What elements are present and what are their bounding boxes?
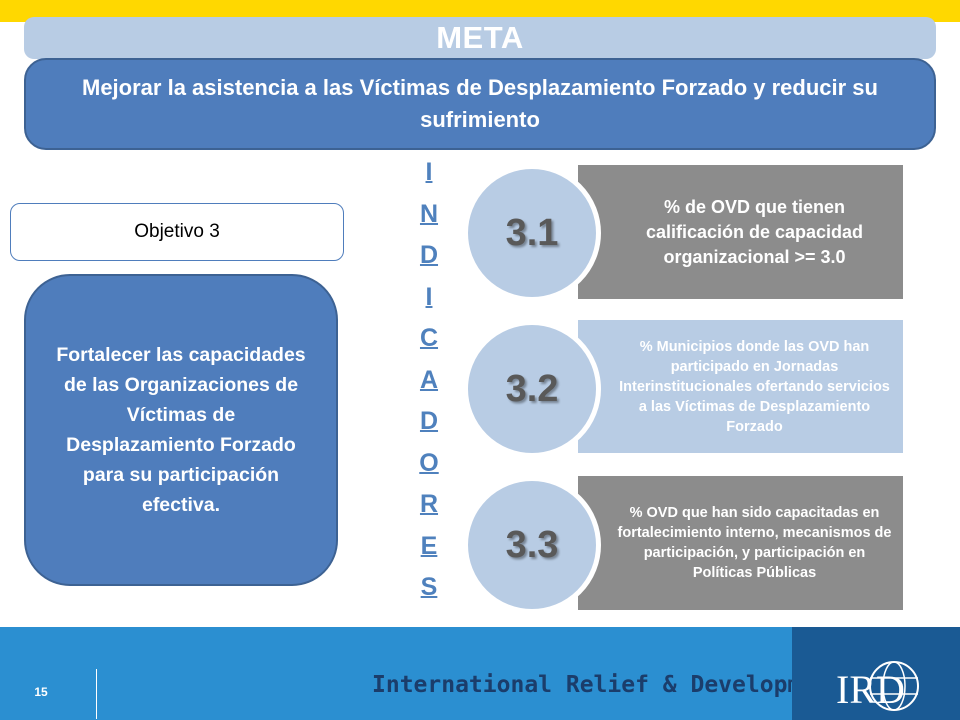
indicators-vertical-word: I N D I C A D O R E S xyxy=(414,152,444,609)
indicators-letter: S xyxy=(420,573,438,601)
indicators-letter: A xyxy=(419,365,439,394)
indicator-text: % de OVD que tienen calificación de capa… xyxy=(645,196,864,267)
logo-text: IRD xyxy=(836,667,905,712)
top-accent-strip xyxy=(0,0,960,22)
indicator-number-circle: 3.1 xyxy=(463,164,601,302)
ird-logo-icon: IRD xyxy=(836,661,919,712)
meta-title-bar: META xyxy=(24,17,936,59)
objective-label: Objetivo 3 xyxy=(134,221,220,242)
goal-text: Mejorar la asistencia a las Víctimas de … xyxy=(82,75,878,132)
indicators-letter: O xyxy=(419,448,439,477)
objective-label-box: Objetivo 3 xyxy=(10,203,344,261)
meta-title: META xyxy=(436,20,524,55)
indicator-card-3-3: % OVD que han sido capacitadas en fortal… xyxy=(578,476,903,610)
indicators-letter: I xyxy=(425,158,433,186)
indicators-letter: D xyxy=(419,407,439,435)
objective-description-box: Fortalecer las capacidades de las Organi… xyxy=(24,274,338,586)
footer-bar: 15 International Relief & Development xyxy=(0,627,960,720)
indicators-letter: I xyxy=(425,282,433,311)
logo-panel xyxy=(792,627,960,720)
objective-description: Fortalecer las capacidades de las Organi… xyxy=(56,344,306,516)
indicators-letter: D xyxy=(419,241,439,269)
indicator-number: 3.3 xyxy=(505,523,559,566)
organization-name: International Relief & Development xyxy=(372,672,843,698)
indicator-text: % OVD que han sido capacitadas en fortal… xyxy=(617,505,892,581)
indicator-number: 3.2 xyxy=(505,367,559,410)
indicator-card-3-1: % de OVD que tienen calificación de capa… xyxy=(578,165,903,299)
footer-divider xyxy=(96,669,97,719)
indicator-number-circle: 3.2 xyxy=(463,320,601,458)
indicators-letter: C xyxy=(419,324,439,352)
page-number: 15 xyxy=(34,685,48,699)
goal-box: Mejorar la asistencia a las Víctimas de … xyxy=(24,58,936,150)
indicator-number-circle: 3.3 xyxy=(463,476,601,614)
indicators-letter: E xyxy=(420,531,438,560)
indicator-number: 3.1 xyxy=(505,211,559,254)
indicators-letter: N xyxy=(419,199,439,228)
indicator-card-3-2: % Municipios donde las OVD han participa… xyxy=(578,320,903,453)
indicators-letter: R xyxy=(419,490,439,518)
indicator-text: % Municipios donde las OVD han participa… xyxy=(619,338,890,435)
